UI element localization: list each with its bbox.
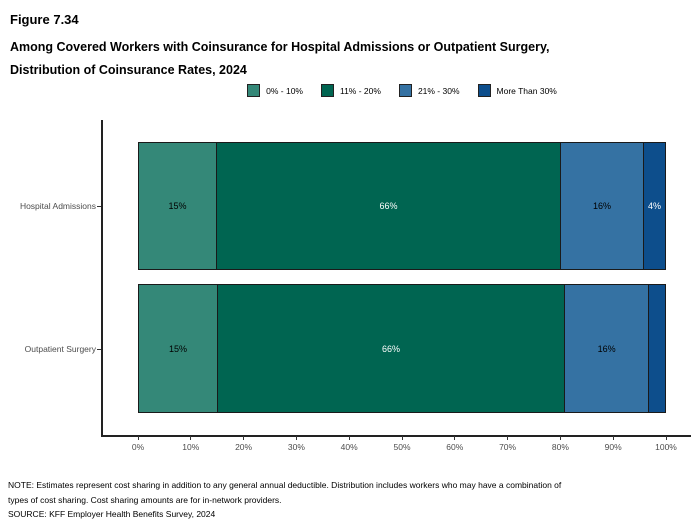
legend-item-label: More Than 30% — [496, 85, 557, 96]
x-axis-tick-label: 0% — [131, 442, 145, 452]
legend-item-11-20: 11% - 20% — [320, 84, 381, 97]
bar-segment-value-label: 15% — [168, 201, 187, 211]
y-axis-label-outpatient-surgery: Outpatient Surgery — [24, 343, 96, 354]
bar-segment-hospital-admissions-11-20: 66% — [217, 143, 561, 269]
bar-segment-hospital-admissions-more-than-30: 4% — [644, 143, 665, 269]
bar-segment-value-label: 66% — [381, 343, 400, 354]
x-axis-tick — [612, 436, 614, 440]
x-axis-tick-label: 70% — [499, 442, 517, 452]
y-axis-line — [101, 120, 103, 436]
x-axis-tick-label: 10% — [182, 442, 200, 452]
x-axis-tick — [295, 436, 297, 440]
bar-segment-outpatient-surgery-11-20: 66% — [217, 285, 566, 412]
x-axis-tick — [401, 436, 403, 440]
legend-item-label: 0% - 10% — [266, 85, 303, 96]
y-axis-label-hospital-admissions: Hospital Admissions — [19, 201, 96, 211]
bar-segment-outpatient-surgery-21-30: 16% — [565, 285, 650, 412]
x-axis-tick — [243, 436, 245, 440]
bar-segment-value-label: 4% — [648, 201, 662, 211]
footnote-note-line-2: types of cost sharing. Cost sharing amou… — [8, 494, 282, 505]
x-axis-tick — [665, 436, 667, 440]
legend-item-label: 11% - 20% — [339, 85, 381, 96]
x-axis-tick-label: 60% — [446, 442, 464, 452]
bar-segment-value-label: 16% — [592, 201, 611, 211]
x-axis-tick-label: 90% — [604, 442, 622, 452]
x-axis-tick — [507, 436, 509, 440]
x-axis-tick-label: 30% — [287, 442, 305, 452]
footnote-note-line-1: NOTE: Estimates represent cost sharing i… — [8, 480, 562, 490]
x-axis-tick-label: 20% — [235, 442, 253, 452]
legend: 0% - 10% 11% - 20% 21% - 30% More Than 30% — [106, 84, 698, 97]
x-axis-tick-label: 80% — [551, 442, 569, 452]
legend-item-label: 21% - 30% — [417, 85, 460, 96]
x-axis-tick-label: 100% — [655, 442, 677, 452]
x-axis-tick — [348, 436, 350, 440]
legend-item-21-30: 21% - 30% — [398, 84, 460, 97]
y-axis-tick — [97, 348, 101, 350]
y-axis-tick — [97, 206, 101, 207]
footnotes: NOTE: Estimates represent cost sharing i… — [8, 478, 561, 522]
x-axis-tick — [190, 436, 192, 440]
legend-item-more-than-30: More Than 30% — [477, 84, 557, 97]
bar-segment-hospital-admissions-0-10: 15% — [139, 143, 218, 269]
legend-swatch-icon — [247, 84, 261, 97]
legend-swatch-icon — [477, 84, 491, 97]
footnote-source: SOURCE: KFF Employer Health Benefits Sur… — [8, 509, 216, 519]
figure-title-line-1: Among Covered Workers with Coinsurance f… — [10, 40, 550, 54]
bar-segment-outpatient-surgery-0-10: 15% — [139, 285, 218, 412]
x-axis-tick-label: 50% — [393, 442, 411, 452]
legend-swatch-icon — [398, 84, 412, 97]
figure-title-line-2: Distribution of Coinsurance Rates, 2024 — [10, 63, 247, 77]
bar-row-hospital-admissions: 15% 66% 16% 4% — [138, 142, 666, 270]
x-axis-line — [101, 435, 691, 437]
figure-title: Among Covered Workers with Coinsurance f… — [10, 36, 549, 82]
figure-number: Figure 7.34 — [10, 12, 79, 27]
legend-item-0-10: 0% - 10% — [247, 84, 303, 97]
bar-row-outpatient-surgery: 15% 66% 16% — [138, 284, 666, 413]
bar-segment-hospital-admissions-21-30: 16% — [560, 143, 645, 269]
bar-segment-value-label: 15% — [168, 343, 187, 354]
bar-segment-outpatient-surgery-more-than-30 — [649, 285, 665, 412]
bar-segment-value-label: 16% — [597, 343, 616, 354]
x-axis-tick-label: 40% — [340, 442, 358, 452]
chart-area: 15% 66% 16% 4% Hospital Admissions 15% 66% 16% O… — [19, 120, 691, 452]
legend-swatch-icon — [320, 84, 334, 97]
x-axis-tick — [454, 436, 456, 440]
bar-segment-value-label: 66% — [379, 201, 398, 211]
x-axis-tick — [559, 436, 561, 440]
x-axis-tick — [137, 436, 139, 440]
